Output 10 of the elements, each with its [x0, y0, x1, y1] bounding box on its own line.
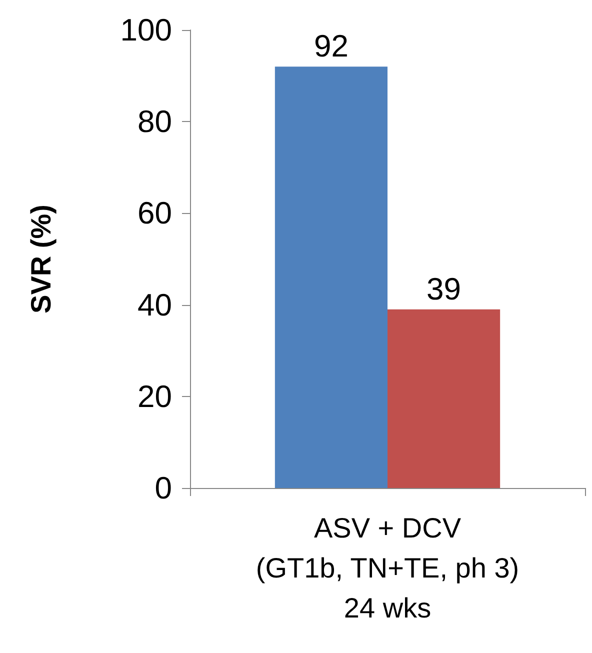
y-tick-label: 100 — [120, 12, 172, 48]
y-tick-label: 60 — [138, 196, 172, 231]
x-tick-label: ASV + DCV (GT1b, TN+TE, ph 3) 24 wks — [256, 512, 520, 624]
y-tick-label: 0 — [154, 470, 172, 506]
data-label: 92 — [314, 28, 348, 64]
y-tick-label: 80 — [138, 104, 172, 140]
y-tick-label: 40 — [138, 287, 172, 322]
y-tick-label: 20 — [138, 378, 172, 414]
data-label: 39 — [426, 271, 462, 306]
y-axis-title: SVR (%) — [26, 204, 56, 314]
